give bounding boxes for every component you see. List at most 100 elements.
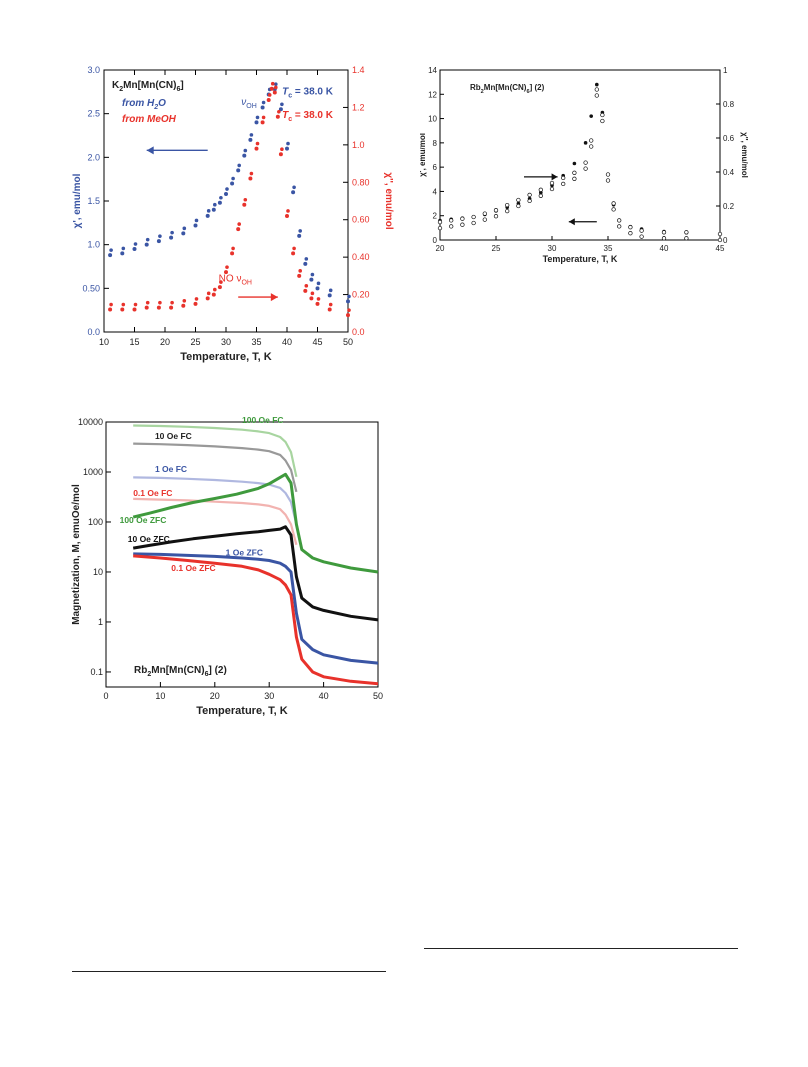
data-point: [594, 93, 599, 98]
data-point: [182, 226, 187, 231]
x-tick-label: 40: [282, 337, 292, 347]
y-tick-label: 1: [98, 617, 103, 627]
data-point: [211, 292, 216, 297]
y-right-tick-label: 1.2: [352, 102, 365, 112]
x-tick-label: 30: [548, 244, 557, 253]
y-right-tick-label: 0.40: [352, 252, 370, 262]
data-point: [121, 302, 126, 307]
data-point: [224, 192, 228, 197]
label-no-voh: NO νOH: [219, 273, 252, 286]
x-tick-label: 40: [319, 691, 329, 701]
data-point: [261, 115, 266, 120]
data-point: [493, 214, 499, 219]
x-tick-label: 40: [660, 244, 669, 253]
data-point: [437, 225, 443, 231]
data-point: [158, 300, 162, 305]
data-point: [460, 222, 465, 227]
data-point: [561, 181, 566, 187]
arrow-left-head: [568, 218, 575, 226]
data-point: [145, 237, 150, 242]
y-tick-label: 1000: [83, 467, 103, 477]
data-point: [278, 107, 283, 112]
data-point: [460, 216, 465, 221]
plot-frame: [439, 69, 721, 241]
data-point: [505, 202, 510, 208]
series-label: 10 Oe FC: [155, 431, 192, 441]
chart-k2mn-svg: 10 15 20 25 30 35 40 45 500.00.501.01.52.02.53.0…: [72, 65, 394, 363]
y-axis-label: Magnetization, M, emuOe/mol: [71, 484, 82, 625]
x-tick-label: 0: [103, 691, 108, 701]
chart-panel-rb2mn-mag: 0 10 20 30 40 50 0.1 1 10 100 1000 10000 Temperature…: [70, 412, 400, 730]
data-point: [194, 218, 199, 223]
x-tick-label: 10: [155, 691, 165, 701]
data-point: [589, 114, 593, 118]
data-point: [133, 242, 138, 246]
data-point: [297, 273, 302, 278]
data-point: [309, 277, 314, 282]
data-point: [266, 97, 271, 102]
y-left-tick-label: 0: [433, 236, 438, 245]
data-point: [255, 141, 260, 146]
data-point: [298, 229, 302, 233]
data-point: [286, 141, 290, 146]
y-left-tick-label: 3.0: [87, 65, 100, 75]
data-point: [292, 185, 296, 190]
data-point: [561, 175, 566, 181]
y-left-axis-label: χ', emu/mol: [72, 173, 83, 228]
x-axis-label: Temperature, T, K: [543, 254, 618, 264]
series-label: 0.1 Oe ZFC: [171, 563, 215, 573]
data-point: [158, 234, 162, 238]
data-point: [605, 172, 611, 177]
y-left-tick-label: 0.0: [87, 327, 100, 337]
y-right-tick-label: 0: [723, 236, 728, 245]
y-tick-label: 100: [88, 517, 103, 527]
data-point: [628, 231, 633, 236]
plot-frame: [105, 421, 379, 688]
series-01-oe-fc: [133, 497, 298, 546]
data-point: [219, 280, 223, 284]
data-point: [589, 138, 594, 143]
x-tick-label: 10: [99, 337, 109, 347]
data-point: [237, 222, 241, 226]
data-point: [684, 230, 689, 235]
y-left-tick-label: 2.5: [87, 109, 100, 119]
x-tick-label: 45: [716, 244, 725, 253]
data-point: [291, 251, 296, 256]
data-point: [280, 102, 284, 107]
data-point: [181, 231, 186, 236]
data-point: [169, 305, 174, 310]
data-point: [309, 296, 314, 301]
y-right-tick-label: 1.0: [352, 140, 365, 150]
data-point: [316, 281, 321, 286]
data-point: [211, 207, 216, 212]
data-point: [156, 305, 161, 310]
y-right-tick-label: 1.4: [352, 65, 365, 75]
y-right-axis-label: χ'', emu/mol: [383, 172, 394, 229]
y-left-tick-label: 1.5: [87, 196, 100, 206]
footnote-rule-left: [72, 971, 386, 972]
data-point: [449, 218, 454, 223]
data-point: [269, 86, 274, 91]
data-point: [516, 197, 521, 203]
legend-from-meoh: from MeOH: [122, 114, 177, 125]
data-point: [121, 246, 126, 251]
data-point: [144, 242, 149, 247]
data-point: [661, 236, 667, 241]
data-point: [303, 261, 308, 266]
y-right-tick-label: 0.8: [723, 100, 735, 109]
data-point: [285, 213, 289, 218]
series-100-oe-fc: [133, 424, 298, 478]
data-point: [206, 291, 211, 296]
data-point: [717, 237, 723, 243]
x-tick-label: 50: [373, 691, 383, 701]
y-right-tick-label: 0.6: [723, 134, 735, 143]
y-right-tick-label: 0.0: [352, 327, 365, 337]
data-point: [108, 253, 113, 258]
data-point: [605, 178, 611, 183]
data-point: [310, 291, 315, 296]
data-point: [274, 82, 278, 87]
data-point: [549, 180, 555, 186]
data-point: [249, 171, 254, 176]
data-point: [267, 93, 272, 97]
x-tick-label: 25: [190, 337, 200, 347]
